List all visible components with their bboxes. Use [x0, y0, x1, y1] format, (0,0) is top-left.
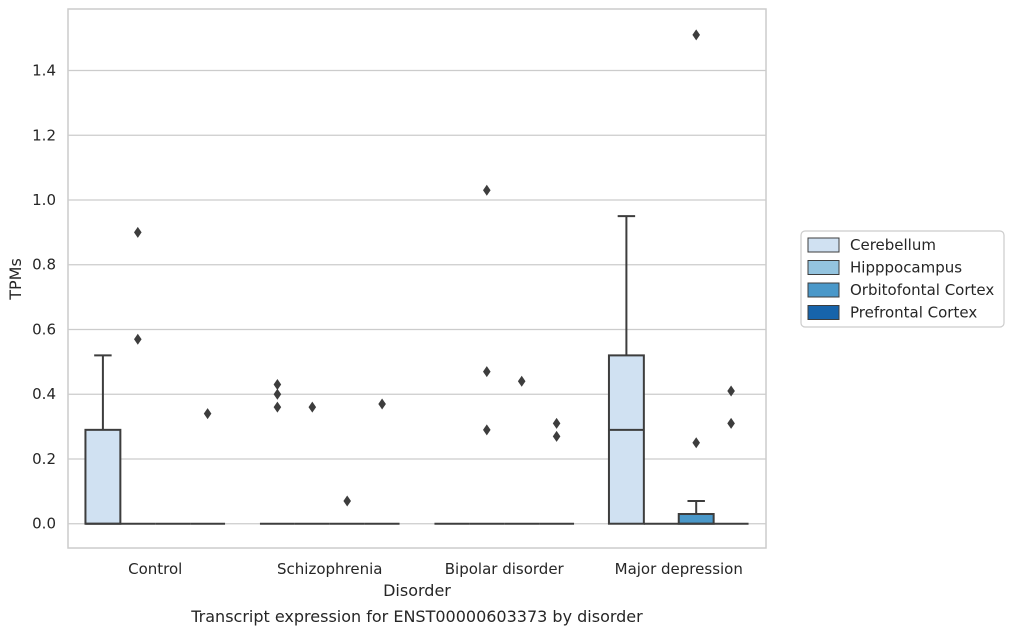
- outlier-point: [517, 375, 526, 387]
- outlier-point: [692, 437, 700, 449]
- y-axis-label: TPMs: [6, 258, 25, 301]
- y-tick-label: 0.6: [32, 320, 56, 338]
- legend-swatch: [807, 260, 840, 275]
- box: [677, 513, 715, 525]
- y-tick-labels: 0.0 0.2 0.4 0.6 0.8 1.0 1.2 1.4: [32, 62, 56, 533]
- box-group: [504, 375, 540, 525]
- outlier-point: [483, 424, 491, 436]
- outlier-point: [727, 417, 735, 429]
- box: [607, 354, 645, 525]
- outlier-point: [273, 388, 282, 400]
- box-group: [84, 354, 122, 525]
- grid-lines: [68, 69, 766, 525]
- outlier-point: [308, 401, 317, 413]
- outlier-point: [552, 417, 561, 429]
- outlier-point: [483, 184, 491, 196]
- outlier-point: [273, 379, 282, 391]
- boxes: [84, 29, 749, 525]
- y-tick-label: 1.0: [32, 191, 56, 209]
- box-group: [120, 226, 156, 525]
- outlier-point: [343, 495, 351, 507]
- box-group: [713, 385, 749, 525]
- legend-swatch: [807, 305, 840, 320]
- outlier-point: [203, 408, 212, 420]
- box: [84, 428, 122, 525]
- box-group: [677, 29, 715, 525]
- box-group: [607, 215, 645, 525]
- x-tick-label: Major depression: [615, 560, 743, 578]
- x-tick-labels: Control Schizophrenia Bipolar disorder Majo…: [128, 560, 743, 578]
- outlier-point: [134, 333, 142, 345]
- outlier-point: [273, 401, 282, 413]
- box-group: [190, 408, 226, 525]
- y-tick-label: 0.2: [32, 450, 56, 468]
- legend-label: Orbitofontal Cortex: [850, 281, 994, 299]
- legend-frame: [800, 230, 1005, 328]
- box-group: [364, 398, 400, 525]
- y-tick-label: 0.0: [32, 515, 56, 533]
- outlier-point: [692, 29, 700, 41]
- chart-caption: Transcript expression for ENST0000060337…: [190, 607, 643, 626]
- y-tick-label: 1.4: [32, 62, 56, 80]
- x-tick-label: Schizophrenia: [277, 560, 382, 578]
- legend-label: Cerebellum: [850, 236, 936, 254]
- box-group: [259, 379, 295, 525]
- legend-swatch: [807, 237, 840, 253]
- legend-label: Hipppocampus: [850, 259, 962, 277]
- box-group: [539, 417, 575, 525]
- outlier-point: [378, 398, 386, 410]
- plot-frame: [67, 8, 767, 549]
- y-tick-label: 1.2: [32, 126, 56, 144]
- legend-swatch: [807, 282, 840, 298]
- box-group: [294, 401, 330, 525]
- outlier-point: [483, 366, 491, 378]
- legend-label: Prefrontal Cortex: [850, 304, 977, 322]
- x-axis-label: Disorder: [383, 581, 451, 600]
- x-tick-label: Control: [128, 560, 182, 578]
- outlier-point: [134, 226, 142, 238]
- box-group: [469, 184, 505, 525]
- box-group: [329, 495, 365, 525]
- x-tick-label: Bipolar disorder: [445, 560, 565, 578]
- outlier-point: [552, 430, 561, 442]
- outlier-point: [727, 385, 735, 397]
- y-tick-label: 0.8: [32, 256, 56, 274]
- y-tick-label: 0.4: [32, 385, 56, 403]
- legend: Cerebellum Hipppocampus Orbitofontal Corte…: [800, 230, 1005, 328]
